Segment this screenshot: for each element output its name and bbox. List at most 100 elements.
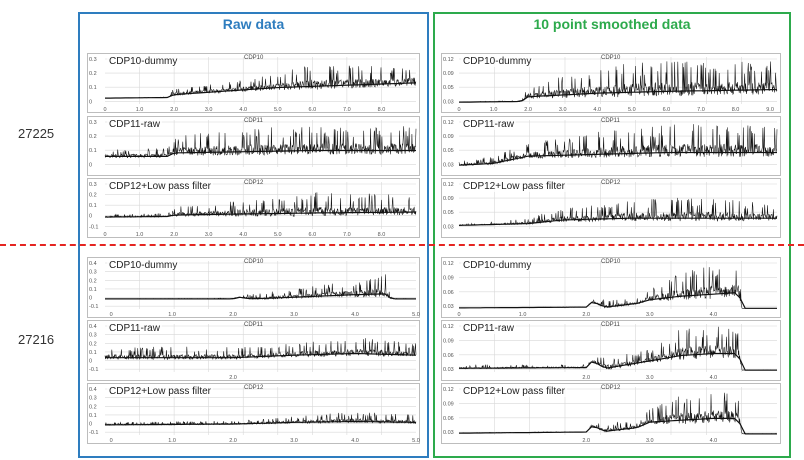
y-tick-label: 0.2 (89, 71, 97, 77)
x-tick-label: 2.0 (229, 438, 237, 444)
panel-channel-tag: CDP12 (601, 180, 621, 186)
x-tick-label: 3.0 (646, 438, 654, 444)
signal-baseline (105, 82, 417, 99)
y-tick-label: 0.1 (89, 85, 97, 91)
x-tick-label: 3.0 (290, 312, 298, 318)
x-tick-label: 1.0 (168, 312, 176, 318)
chart-panel: 0.12 0.09 0.06 0.03 0 1.0 2.0 3.0 4.0 CDP10-dummy… (441, 257, 781, 318)
y-tick-label: 0.12 (443, 324, 454, 330)
y-tick-label: 0.09 (443, 401, 454, 407)
x-tick-label: 8.0 (378, 107, 386, 113)
y-tick-label: 0 (89, 422, 92, 428)
y-tick-label: 0.12 (443, 182, 454, 188)
y-tick-label: 0.4 (89, 261, 97, 267)
x-tick-label: 1.0 (519, 312, 527, 318)
y-tick-label: -0.1 (89, 367, 98, 373)
y-tick-label: 0.12 (443, 387, 454, 393)
chart-panel: 0.4 0.3 0.2 0.1 0 -0.1 2.0 CDP11-raw CDP11 (87, 320, 420, 381)
x-tick-label: 4.0 (239, 232, 247, 238)
x-tick-label: 3.0 (559, 107, 567, 113)
y-tick-label: 0.1 (89, 287, 97, 293)
x-tick-label: 1.0 (136, 107, 144, 113)
panel-channel-tag: CDP10 (244, 55, 264, 61)
y-tick-label: 0.05 (443, 148, 454, 154)
y-tick-label: 0.03 (443, 304, 454, 310)
x-tick-label: 4.0 (239, 107, 247, 113)
x-tick-label: 7.0 (343, 107, 351, 113)
y-tick-label: 0.03 (443, 430, 454, 436)
panel-channel-label: CDP11-raw (461, 119, 516, 130)
y-tick-label: 0.06 (443, 353, 454, 359)
y-tick-label: 0.1 (89, 203, 97, 209)
panel-channel-tag: CDP11 (601, 118, 620, 124)
x-tick-label: 2.0 (170, 107, 178, 113)
x-tick-label: 2.0 (582, 312, 590, 318)
chart-svg: 0.12 0.09 0.06 0.030 1.0 2.0 3.0 4.0 (441, 257, 781, 318)
panel-channel-label: CDP10-dummy (107, 260, 180, 271)
raw-data-column-frame (78, 12, 429, 458)
smoothed-data-column-title: 10 point smoothed data (533, 16, 691, 32)
x-tick-label: 6.0 (309, 232, 317, 238)
shot-number-label: 27216 (18, 332, 55, 347)
smoothed-data-column-frame (433, 12, 791, 458)
panel-channel-label: CDP11-raw (107, 323, 162, 334)
x-tick-label: 1.0 (136, 232, 144, 238)
y-tick-label: 0.4 (89, 387, 97, 393)
x-tick-label: 3.0 (646, 375, 654, 381)
y-tick-label: 0 (89, 162, 92, 168)
chart-svg: 0.3 0.2 0.1 0 0 1.0 2.0 3.0 4.0 5.0 6.0 7.0 8.0 (87, 53, 420, 113)
y-tick-label: -0.1 (89, 430, 98, 436)
panel-channel-tag: CDP10 (601, 55, 621, 61)
y-tick-label: 0.1 (89, 148, 97, 154)
shot-number-label: 27225 (18, 126, 55, 141)
x-tick-label: 0 (457, 107, 460, 113)
chart-panel: 0.12 0.09 0.06 0.03 2.0 3.0 4.0 CDP12+Low pass … (441, 383, 781, 444)
x-tick-label: 4.0 (351, 438, 359, 444)
x-tick-label: 3.0 (205, 232, 213, 238)
x-tick-label: 4.0 (710, 438, 718, 444)
y-tick-label: 0.3 (89, 396, 97, 402)
x-tick-label: 5.0 (412, 438, 420, 444)
signal-baseline (458, 217, 777, 226)
x-tick-label: 2.0 (582, 375, 590, 381)
chart-panel: 0.4 0.3 0.2 0.1 0 -0.1 0 1.0 2.0 3.0 4.0 5.0 CDP12+L… (87, 383, 420, 444)
signal-baseline (105, 293, 416, 300)
y-tick-label: 0.3 (89, 182, 97, 188)
signal-baseline (105, 420, 417, 426)
y-tick-label: 0.03 (443, 224, 454, 230)
signal-baseline (459, 352, 777, 371)
x-tick-label: 3.0 (290, 438, 298, 444)
x-tick-label: 9.0 (766, 107, 774, 113)
y-tick-label: 0 (89, 99, 92, 105)
y-tick-label: 0 (89, 296, 92, 302)
panel-channel-tag: CDP12 (244, 385, 264, 391)
y-tick-label: 0.2 (89, 341, 97, 347)
panel-channel-tag: CDP11 (244, 118, 263, 124)
y-tick-label: 0.3 (89, 120, 97, 126)
x-tick-label: 0 (110, 312, 113, 318)
x-tick-label: 2.0 (229, 312, 237, 318)
shot-divider-line (0, 244, 804, 246)
chart-panel: 0.3 0.2 0.1 0 CDP11-raw CDP11 (87, 116, 420, 176)
y-tick-label: 0.05 (443, 85, 454, 91)
x-tick-label: 6.0 (663, 107, 671, 113)
signal-baseline (105, 352, 417, 359)
panel-channel-tag: CDP10 (601, 259, 621, 265)
signal-baseline (458, 88, 778, 103)
x-tick-label: 0 (103, 107, 106, 113)
panel-channel-label: CDP11-raw (461, 323, 516, 334)
y-tick-label: 0.06 (443, 416, 454, 422)
signal-baseline (105, 211, 417, 218)
y-tick-label: 0.03 (443, 162, 454, 168)
panel-channel-tag: CDP10 (244, 259, 264, 265)
chart-panel: 0.3 0.2 0.1 0 0 1.0 2.0 3.0 4.0 5.0 6.0 7.0 8.0 CDP10… (87, 53, 420, 113)
signal-trace (104, 126, 417, 159)
signal-baseline (458, 151, 777, 166)
signal-baseline (459, 292, 777, 309)
x-tick-label: 5.0 (274, 107, 282, 113)
x-tick-label: 2.0 (229, 375, 237, 381)
y-tick-label: 0.09 (443, 71, 454, 77)
y-tick-label: 0.09 (443, 338, 454, 344)
y-tick-label: 0.03 (443, 367, 454, 373)
x-tick-label: 8.0 (732, 107, 740, 113)
